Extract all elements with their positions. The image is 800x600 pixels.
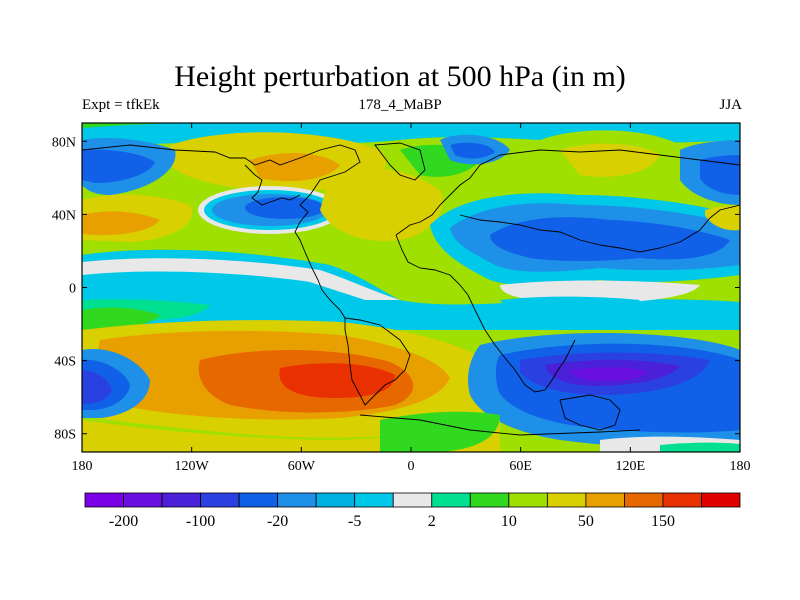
x-tick-label: 120W [175,459,210,474]
colorbar-swatch [662,492,702,508]
colorbar-swatch [585,492,625,508]
colorbar-swatch [161,492,201,508]
colorbar-swatch [200,492,240,508]
colorbar-swatch [354,492,394,508]
colorbar-swatch [392,492,433,508]
y-axis: 80N 40N 0 40S 80S [52,135,740,443]
experiment-label: Expt = tfkEk [82,97,160,113]
colorbar-swatch [546,492,587,508]
x-tick-label: 180 [730,459,751,474]
colorbar-label: -5 [348,513,361,530]
colorbar-label: 2 [428,513,436,530]
colorbar-swatch [469,492,510,508]
x-axis: 180 120W 60W 0 60E 120E 180 [72,123,751,474]
colorbar-swatch [701,492,741,508]
height-field [82,123,740,452]
center-label: 178_4_MaBP [358,97,442,113]
colorbar-label: -200 [109,513,138,530]
colorbar-label: -100 [186,513,215,530]
colorbar-swatch [431,492,471,508]
y-tick-label: 40N [52,208,76,223]
colorbar-label: -20 [267,513,288,530]
x-tick-label: 120E [616,459,646,474]
colorbar-swatch [315,492,356,508]
y-tick-label: 0 [69,282,76,297]
colorbar-swatch [624,492,664,508]
colorbar-swatch [123,492,163,508]
colorbar-swatch [238,492,279,508]
y-tick-label: 40S [54,355,76,370]
season-label: JJA [719,97,742,113]
x-tick-label: 60W [288,459,316,474]
colorbar-label: 150 [651,513,675,530]
x-tick-label: 180 [72,459,93,474]
colorbar: -200 -100 -20 -5 2 10 50 150 [84,492,741,530]
y-tick-label: 80N [52,135,76,150]
y-tick-label: 80S [54,428,76,443]
coastlines [82,142,740,436]
colorbar-swatch [508,492,548,508]
x-tick-label: 0 [408,459,415,474]
colorbar-swatch [84,492,124,508]
x-tick-label: 60E [509,459,532,474]
colorbar-label: 10 [501,513,517,530]
map-title: Height perturbation at 500 hPa (in m) [174,60,626,93]
colorbar-swatch [277,492,317,508]
colorbar-label: 50 [578,513,594,530]
